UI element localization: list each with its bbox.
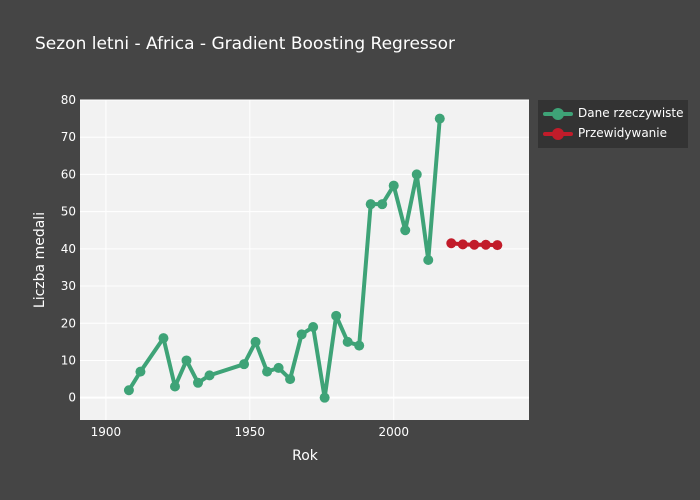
data-point-actual[interactable] [400, 225, 411, 236]
data-point-actual[interactable] [411, 169, 422, 180]
x-axis-label: Rok [292, 448, 319, 464]
legend-item-prediction[interactable]: Przewidywanie [538, 124, 688, 144]
y-tick-label: 70 [61, 130, 76, 144]
data-point-actual[interactable] [319, 392, 330, 403]
data-point-prediction[interactable] [446, 238, 457, 249]
legend-label-actual: Dane rzeczywiste [578, 106, 684, 120]
data-point-actual[interactable] [204, 370, 215, 381]
data-point-prediction[interactable] [457, 239, 468, 250]
plot-area [80, 100, 529, 420]
data-point-actual[interactable] [181, 355, 192, 366]
y-tick-label: 30 [61, 279, 76, 293]
tick-layer: 0 10 20 30 40 50 60 70 80 1900 1950 2000 [61, 93, 409, 439]
legend-marker-icon [552, 128, 564, 140]
data-point-prediction[interactable] [492, 240, 503, 251]
legend-marker-icon [552, 108, 564, 120]
data-point-actual[interactable] [354, 340, 365, 351]
data-point-actual[interactable] [423, 255, 434, 265]
data-point-actual[interactable] [331, 310, 342, 321]
x-tick-label: 1900 [91, 425, 122, 439]
data-point-actual[interactable] [434, 113, 445, 124]
y-tick-label: 0 [68, 391, 76, 405]
data-point-actual[interactable] [365, 199, 376, 210]
grid-layer [80, 99, 529, 420]
y-tick-label: 40 [61, 242, 76, 256]
data-point-actual[interactable] [388, 180, 399, 191]
data-point-actual[interactable] [135, 366, 146, 377]
data-point-actual[interactable] [273, 362, 284, 373]
y-tick-label: 10 [61, 353, 76, 367]
data-point-actual[interactable] [250, 336, 261, 347]
data-point-actual[interactable] [169, 381, 180, 392]
data-point-actual[interactable] [123, 385, 134, 396]
legend-label-prediction: Przewidywanie [578, 126, 667, 140]
y-tick-label: 60 [61, 167, 76, 181]
data-point-prediction[interactable] [469, 239, 480, 250]
y-tick-label: 50 [61, 205, 76, 219]
data-point-actual[interactable] [262, 366, 273, 377]
legend: Dane rzeczywiste Przewidywanie [538, 100, 688, 148]
y-axis-label: Liczba medali [32, 212, 48, 308]
y-tick-label: 80 [61, 93, 76, 107]
x-tick-label: 1950 [235, 425, 266, 439]
y-tick-label: 20 [61, 316, 76, 330]
data-point-actual[interactable] [239, 359, 250, 370]
x-tick-label: 2000 [378, 425, 409, 439]
data-point-actual[interactable] [342, 336, 353, 347]
data-point-actual[interactable] [193, 377, 204, 388]
data-point-actual[interactable] [377, 199, 388, 210]
series-layer [123, 113, 503, 403]
data-point-prediction[interactable] [480, 239, 491, 250]
data-point-actual[interactable] [285, 374, 296, 385]
data-point-actual[interactable] [296, 329, 307, 340]
chart-title: Sezon letni - Africa - Gradient Boosting… [35, 34, 456, 54]
data-point-actual[interactable] [158, 333, 169, 344]
data-point-actual[interactable] [308, 321, 319, 332]
legend-item-actual[interactable]: Dane rzeczywiste [538, 104, 688, 124]
